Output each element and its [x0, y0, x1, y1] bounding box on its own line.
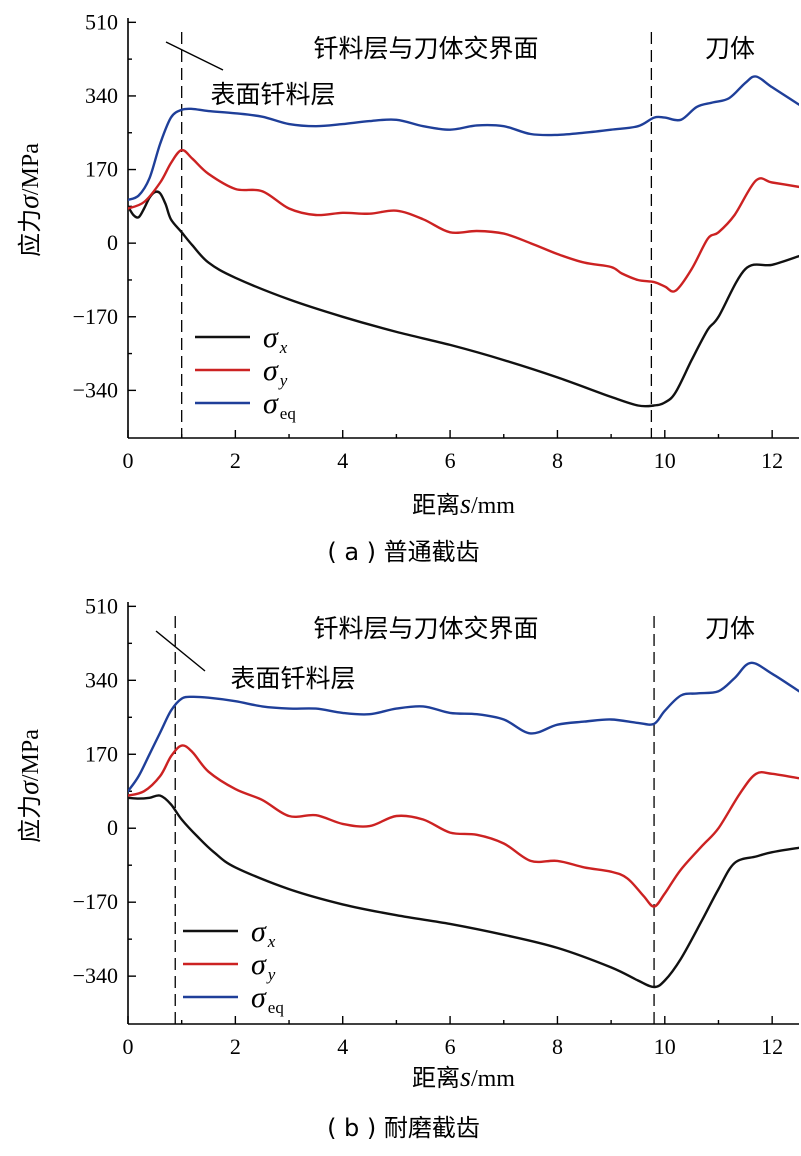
figure-caption: ( b ) 耐磨截齿 [327, 1114, 480, 1142]
annotation-pointer-line [155, 630, 206, 672]
y-axis-label: 应力σ/MPa [14, 143, 45, 257]
x-tick-label: 0 [123, 448, 134, 473]
y-tick-label: 510 [85, 593, 118, 618]
y-tick-label: 0 [107, 815, 118, 840]
y-tick-label: 170 [85, 741, 118, 766]
x-tick-label: 12 [761, 1034, 783, 1059]
series-line-y [128, 744, 799, 908]
y-tick-label: −170 [73, 304, 118, 329]
interface-annotation: 钎料层与刀体交界面 [313, 614, 538, 643]
x-tick-label: 6 [445, 1034, 456, 1059]
figure-caption: ( a ) 普通截齿 [327, 538, 479, 566]
y-tick-label: 340 [85, 667, 118, 692]
x-tick-label: 2 [230, 448, 241, 473]
surface-layer-annotation: 表面钎料层 [230, 664, 355, 693]
series-line-x [128, 190, 799, 408]
chart-panel-a: 0 2 4 6 8 10 12 510 340 170 0 −170 −340 钎料层与刀体交界面表面钎料… [14, 9, 799, 566]
body-annotation: 刀体 [705, 34, 755, 63]
chart-panel-b: 0 2 4 6 8 10 12 510 340 170 0 −170 −340 钎料层与刀体交界面表面钎料… [14, 593, 799, 1142]
x-tick-label: 2 [230, 1034, 241, 1059]
surface-layer-annotation: 表面钎料层 [210, 80, 335, 109]
series-line-x [128, 794, 799, 989]
y-tick-label: 340 [85, 83, 118, 108]
x-tick-label: 4 [337, 448, 348, 473]
y-tick-label: 0 [107, 230, 118, 255]
x-axis-label: 距离s/mm [412, 489, 515, 520]
x-tick-label: 4 [337, 1034, 348, 1059]
legend-label-eq: σ eq [251, 981, 284, 1017]
y-tick-label: 170 [85, 157, 118, 182]
series-line-y [128, 148, 799, 293]
x-tick-label: 6 [445, 448, 456, 473]
y-axis-label: 应力σ/MPa [14, 729, 45, 843]
x-tick-label: 0 [123, 1034, 134, 1059]
y-tick-label: −340 [73, 963, 118, 988]
body-annotation: 刀体 [705, 614, 755, 643]
y-tick-label: −170 [73, 889, 118, 914]
x-tick-label: 10 [654, 1034, 676, 1059]
x-tick-label: 12 [761, 448, 783, 473]
x-axis-label: 距离s/mm [412, 1062, 515, 1093]
interface-annotation: 钎料层与刀体交界面 [313, 34, 538, 63]
x-tick-label: 10 [654, 448, 676, 473]
series-line-eq [128, 661, 799, 793]
x-tick-label: 8 [552, 1034, 563, 1059]
y-tick-label: −340 [73, 377, 118, 402]
series-line-eq [128, 75, 799, 202]
y-tick-label: 510 [85, 9, 118, 34]
x-tick-label: 8 [552, 448, 563, 473]
annotation-pointer-line [165, 41, 224, 71]
legend-label-eq: σ eq [263, 387, 296, 423]
